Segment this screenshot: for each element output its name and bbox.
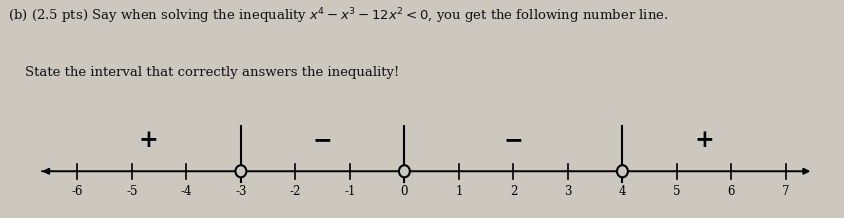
Text: 3: 3 [564,185,571,198]
Text: +: + [695,128,714,152]
Text: +: + [138,128,158,152]
Circle shape [399,165,410,177]
Text: -6: -6 [72,185,83,198]
Text: 5: 5 [674,185,681,198]
Text: −: − [504,128,523,152]
Text: 6: 6 [728,185,735,198]
Text: 2: 2 [510,185,517,198]
Text: −: − [313,128,333,152]
Text: 7: 7 [782,185,790,198]
Text: 4: 4 [619,185,626,198]
Text: -5: -5 [126,185,138,198]
Circle shape [235,165,246,177]
Text: State the interval that correctly answers the inequality!: State the interval that correctly answer… [8,66,400,79]
Circle shape [617,165,628,177]
Text: -2: -2 [289,185,301,198]
Text: -3: -3 [235,185,246,198]
Text: 1: 1 [455,185,463,198]
Text: -1: -1 [344,185,355,198]
Text: -4: -4 [181,185,192,198]
Text: (b) (2.5 pts) Say when solving the inequality $x^4-x^3-12x^2<0$, you get the fol: (b) (2.5 pts) Say when solving the inequ… [8,7,669,26]
Text: 0: 0 [401,185,408,198]
